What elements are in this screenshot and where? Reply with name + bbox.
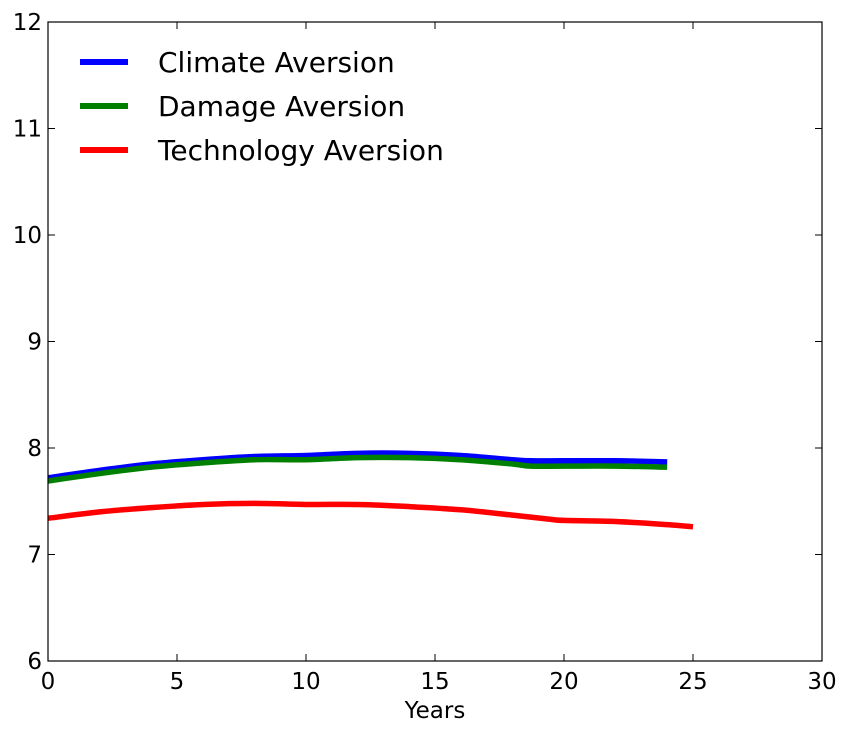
y-tick-label: 6 bbox=[27, 649, 42, 675]
y-tick-label: 7 bbox=[27, 543, 42, 569]
y-tick-label: 9 bbox=[27, 330, 42, 356]
x-tick-label: 20 bbox=[549, 669, 578, 695]
legend-label-damage-aversion: Damage Aversion bbox=[158, 90, 405, 123]
x-axis-label: Years bbox=[404, 698, 466, 724]
y-tick-label: 12 bbox=[13, 10, 42, 36]
x-tick-label: 30 bbox=[807, 669, 836, 695]
legend: Climate Aversion Damage Aversion Technolog… bbox=[80, 46, 444, 167]
x-tick-label: 5 bbox=[170, 669, 185, 695]
legend-label-technology-aversion: Technology Aversion bbox=[157, 134, 444, 167]
x-tick-label: 15 bbox=[420, 669, 449, 695]
series-line-technology-aversion bbox=[47, 500, 694, 530]
series-line-damage-aversion bbox=[47, 454, 668, 484]
legend-label-climate-aversion: Climate Aversion bbox=[158, 46, 395, 79]
x-tick-label: 25 bbox=[678, 669, 707, 695]
x-tick-label: 0 bbox=[41, 669, 56, 695]
ticks-layer: 0 5 10 15 20 25 30 6 7 8 9 10 11 12 bbox=[13, 10, 837, 695]
series-line-climate-aversion bbox=[47, 450, 668, 481]
plot-frame bbox=[47, 21, 823, 662]
y-tick-label: 10 bbox=[13, 223, 42, 249]
series-layer bbox=[47, 450, 694, 530]
y-tick-label: 8 bbox=[27, 436, 42, 462]
y-tick-label: 11 bbox=[13, 117, 42, 143]
x-tick-label: 10 bbox=[291, 669, 320, 695]
